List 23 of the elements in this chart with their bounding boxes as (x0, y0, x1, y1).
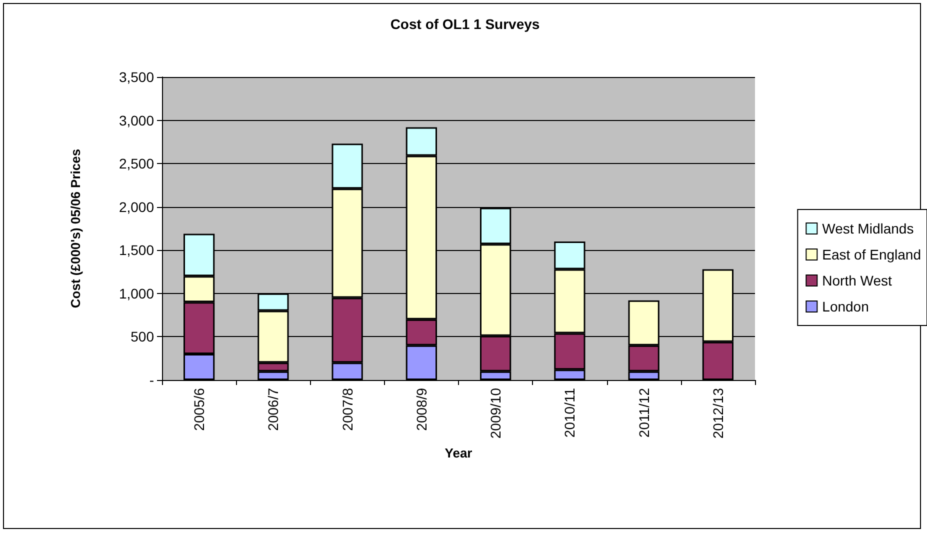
x-tick-label: 2010/11 (562, 388, 578, 438)
y-axis-title: Cost (£000's) 05/06 Prices (68, 148, 83, 308)
y-tick-label: 3,500 (118, 69, 154, 85)
x-tick-label: 2012/13 (710, 388, 726, 439)
x-tick-label: 2008/9 (413, 388, 430, 431)
legend-label: London (822, 298, 869, 314)
x-tick-label: 2009/10 (488, 388, 504, 439)
x-tick-label: 2005/6 (191, 388, 208, 431)
x-axis-title: Year (444, 446, 472, 461)
y-tick-label: 500 (130, 328, 154, 345)
legend-label: North West (822, 272, 892, 288)
legend-label: West Midlands (822, 220, 914, 236)
chart-title: Cost of OL1 1 Surveys (390, 16, 540, 32)
x-tick-label: 2011/12 (636, 388, 652, 438)
y-tick-label: 1,500 (118, 242, 154, 258)
y-tick-label: 3,000 (118, 112, 154, 128)
x-tick-label: 2006/7 (265, 388, 282, 431)
x-tick-label: 2007/8 (339, 388, 356, 431)
y-tick-label: - (149, 372, 154, 388)
y-tick-label: 1,000 (118, 285, 154, 302)
y-tick-label: 2,000 (118, 198, 154, 215)
y-tick-label: 2,500 (118, 156, 154, 172)
legend-label: East of England (822, 246, 922, 262)
